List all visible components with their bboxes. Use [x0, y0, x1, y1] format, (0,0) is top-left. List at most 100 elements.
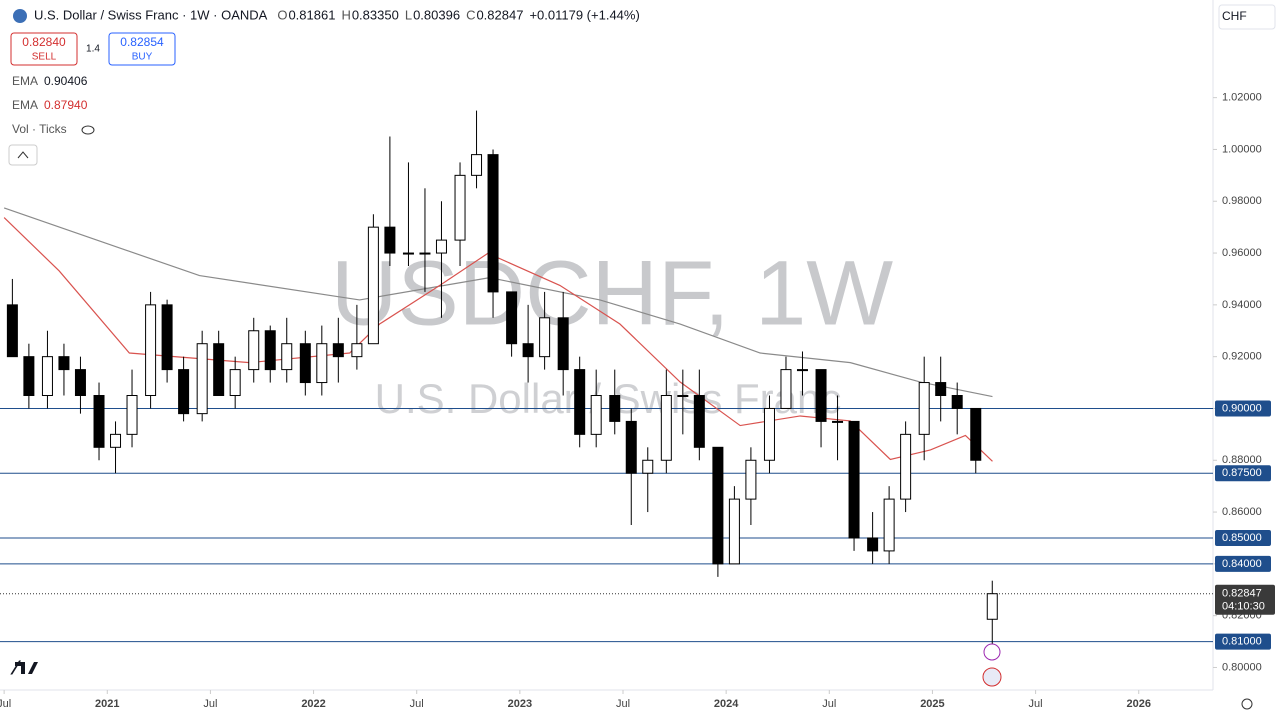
indicator-name: EMA	[12, 98, 38, 112]
candle-body	[93, 395, 105, 448]
candle-body	[848, 420, 860, 539]
candle-body	[23, 356, 35, 397]
event-icon[interactable]	[983, 643, 1001, 661]
candle-body	[110, 433, 122, 448]
candle-body	[419, 252, 431, 255]
ohlc-value: 0.80396	[413, 7, 460, 22]
y-tick-label: 0.88000	[1222, 454, 1262, 466]
buy-label: BUY	[132, 52, 153, 63]
x-tick-label: Jul	[616, 698, 630, 710]
candle-body	[539, 317, 551, 358]
candle-body	[213, 343, 225, 397]
x-tick-label: Jul	[1029, 698, 1043, 710]
candle-body	[693, 395, 705, 448]
level-tag	[1215, 529, 1271, 546]
y-tick-label: 0.96000	[1222, 247, 1262, 259]
candle-body	[367, 226, 379, 345]
level-label: 0.84000	[1222, 558, 1262, 570]
plot	[0, 110, 1213, 658]
candle-body	[264, 330, 276, 371]
candle-body	[506, 291, 518, 345]
buy-price: 0.82854	[120, 35, 164, 49]
candle-body	[332, 343, 344, 358]
volume-label: Vol · Ticks	[12, 122, 67, 136]
candle-body	[41, 356, 53, 397]
candle-body	[763, 407, 775, 461]
last-price-label: 0.82847	[1222, 588, 1262, 600]
collapse-button[interactable]	[8, 144, 38, 166]
candle-body	[745, 459, 757, 500]
candle-body	[471, 154, 483, 176]
symbol-flag	[13, 9, 27, 23]
candle-body	[281, 343, 293, 371]
currency: CHF	[1222, 9, 1247, 23]
candle-body	[590, 395, 602, 435]
candle-body	[248, 330, 260, 371]
level-tag	[1215, 555, 1271, 572]
candle-body	[351, 343, 363, 358]
candle-body	[6, 304, 18, 358]
x-tick-label: 2024	[714, 698, 739, 710]
candle-body	[883, 498, 895, 552]
level-label: 0.81000	[1222, 635, 1262, 647]
candle-body	[435, 239, 447, 254]
y-tick-label: 0.86000	[1222, 506, 1262, 518]
indicator-value: 0.87940	[44, 98, 88, 112]
currency-button[interactable]	[1218, 4, 1276, 30]
x-tick-label: 2025	[920, 698, 944, 710]
y-tick-label: 0.94000	[1222, 299, 1262, 311]
candle-body	[196, 343, 208, 415]
watermark-title: USDCHF, 1W	[331, 242, 893, 344]
ohlc-key: O	[277, 7, 287, 22]
candle-body	[728, 498, 740, 565]
ohlc-value: 0.81861	[288, 7, 335, 22]
logo-mark	[15, 662, 38, 674]
symbol: U.S. Dollar / Swiss Franc · 1W · OANDA	[34, 7, 268, 22]
candle-body	[178, 369, 190, 415]
x-tick-label: 2022	[301, 698, 325, 710]
ohlc-value: 0.82847	[476, 7, 523, 22]
buy-button[interactable]	[108, 32, 176, 66]
last-price-tag	[1215, 584, 1275, 615]
ohlc-key: C	[466, 7, 475, 22]
candle-body	[574, 369, 586, 435]
level-label: 0.85000	[1222, 532, 1262, 544]
hide-icon[interactable]	[81, 125, 95, 135]
ohlc-key: H	[341, 7, 350, 22]
candle-body	[951, 395, 963, 409]
candle-body	[796, 369, 808, 372]
collapse-icon	[17, 151, 29, 159]
candle-body	[918, 382, 930, 435]
x-tick-label: 2023	[508, 698, 532, 710]
candle-body	[229, 369, 241, 397]
sell-button[interactable]	[10, 32, 78, 66]
ohlc-key: L	[405, 7, 412, 22]
level-tag	[1215, 400, 1271, 417]
event-icon[interactable]	[982, 667, 1002, 687]
ohlc-change: +0.01179 (+1.44%)	[529, 7, 639, 22]
candle-body	[145, 304, 157, 397]
y-tick-label: 0.98000	[1222, 195, 1262, 207]
candle-body	[557, 317, 569, 371]
ema-line	[3, 207, 993, 398]
candle-body	[522, 343, 534, 358]
candle-body	[970, 407, 982, 461]
candle-body	[402, 252, 414, 255]
candle-body	[454, 174, 466, 241]
ohlc-legend: O 0.81861 H 0.83350 L 0.80396 C 0.82847 +0.01179…	[277, 7, 639, 22]
settings-icon[interactable]	[1241, 698, 1253, 710]
sell-label: SELL	[32, 52, 57, 63]
candle-body	[74, 369, 86, 397]
candle-body	[642, 459, 654, 474]
x-tick-label: 2026	[1126, 698, 1150, 710]
ohlc-value: 0.83350	[352, 7, 399, 22]
candle-body	[935, 382, 947, 397]
indicator-name: EMA	[12, 74, 38, 88]
x-tick-label: Jul	[822, 698, 836, 710]
candle-body	[832, 420, 844, 423]
candle-body	[625, 420, 637, 474]
candle-body	[712, 446, 724, 565]
candle-body	[609, 395, 621, 422]
indicator-value: 0.90406	[44, 74, 88, 88]
